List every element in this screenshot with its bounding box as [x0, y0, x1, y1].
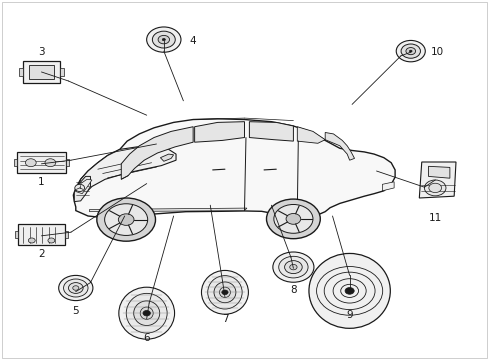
Text: 1: 1 [38, 177, 45, 187]
Polygon shape [121, 127, 193, 179]
Circle shape [284, 261, 302, 274]
Polygon shape [60, 68, 63, 76]
Text: 5: 5 [72, 306, 79, 316]
Circle shape [285, 213, 300, 224]
Circle shape [48, 238, 55, 243]
Circle shape [395, 40, 425, 62]
Polygon shape [76, 147, 176, 199]
Circle shape [59, 275, 93, 301]
Circle shape [162, 39, 165, 41]
Polygon shape [297, 127, 325, 143]
Polygon shape [382, 182, 393, 191]
Ellipse shape [214, 282, 235, 303]
Polygon shape [20, 68, 23, 76]
Circle shape [428, 183, 441, 193]
Polygon shape [19, 224, 64, 245]
Polygon shape [73, 119, 394, 221]
Circle shape [63, 279, 88, 297]
Ellipse shape [140, 307, 153, 319]
Polygon shape [76, 179, 92, 194]
Polygon shape [15, 231, 19, 238]
Circle shape [278, 256, 307, 278]
Polygon shape [74, 176, 90, 202]
Circle shape [75, 184, 84, 192]
Polygon shape [17, 152, 66, 173]
Circle shape [408, 50, 411, 52]
Ellipse shape [119, 287, 174, 339]
Circle shape [97, 198, 155, 241]
Circle shape [345, 288, 353, 294]
Text: 9: 9 [346, 310, 352, 320]
Polygon shape [427, 166, 449, 178]
Text: 10: 10 [430, 47, 443, 57]
Polygon shape [23, 61, 60, 83]
Ellipse shape [201, 270, 248, 314]
Circle shape [273, 204, 312, 233]
Polygon shape [194, 122, 244, 142]
Ellipse shape [207, 276, 242, 309]
Circle shape [104, 204, 147, 235]
Text: 11: 11 [427, 213, 441, 223]
Circle shape [289, 264, 297, 270]
Polygon shape [66, 159, 69, 166]
Text: 4: 4 [189, 36, 196, 46]
Text: 7: 7 [221, 314, 228, 324]
Text: 6: 6 [143, 333, 150, 343]
Circle shape [266, 199, 320, 239]
Circle shape [272, 252, 313, 282]
Circle shape [424, 180, 445, 196]
Text: 8: 8 [289, 285, 296, 295]
Circle shape [152, 31, 175, 48]
Circle shape [222, 290, 227, 294]
Polygon shape [249, 122, 293, 141]
Circle shape [73, 286, 79, 290]
Circle shape [400, 44, 420, 58]
Circle shape [28, 238, 35, 243]
Circle shape [45, 159, 56, 167]
Polygon shape [89, 208, 246, 212]
Text: 2: 2 [38, 249, 45, 259]
Circle shape [158, 35, 169, 44]
Polygon shape [29, 65, 54, 79]
Circle shape [405, 48, 415, 55]
Polygon shape [325, 132, 354, 160]
Circle shape [146, 27, 181, 52]
Ellipse shape [133, 301, 160, 325]
Polygon shape [160, 154, 173, 161]
Circle shape [25, 159, 36, 167]
Polygon shape [419, 162, 455, 198]
Ellipse shape [126, 293, 167, 333]
Circle shape [68, 283, 83, 293]
Polygon shape [64, 231, 68, 238]
Polygon shape [14, 159, 17, 166]
Ellipse shape [219, 287, 230, 297]
Text: 3: 3 [38, 47, 45, 57]
Ellipse shape [308, 253, 389, 328]
Circle shape [118, 214, 134, 225]
Circle shape [142, 310, 150, 316]
